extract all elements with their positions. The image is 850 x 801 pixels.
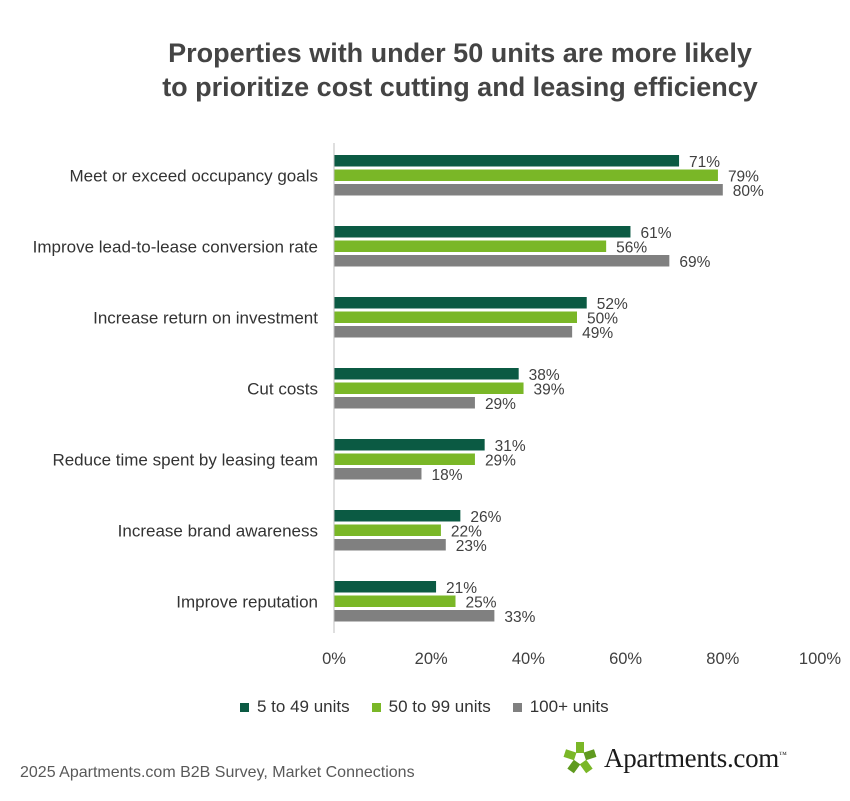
bar-1 bbox=[334, 155, 680, 167]
bar-value-label: 38% bbox=[529, 367, 560, 384]
bar-2 bbox=[334, 524, 441, 536]
category-label: Improve lead-to-lease conversion rate bbox=[33, 237, 318, 256]
bar-value-label: 56% bbox=[616, 239, 647, 256]
legend-label-50-to-99: 50 to 99 units bbox=[388, 697, 491, 716]
chart-title-line-1: Properties with under 50 units are more … bbox=[168, 38, 752, 68]
bar-1 bbox=[334, 368, 519, 380]
apartments-logo: Apartments.com™ bbox=[562, 740, 787, 776]
bar-value-label: 26% bbox=[470, 509, 501, 526]
category-label: Meet or exceed occupancy goals bbox=[69, 166, 318, 185]
legend-swatch-5-to-49 bbox=[240, 702, 249, 712]
bar-value-label: 61% bbox=[640, 225, 671, 242]
x-tick-label: 60% bbox=[609, 650, 642, 668]
bar-3 bbox=[334, 468, 422, 480]
bar-value-label: 50% bbox=[587, 310, 618, 327]
bar-value-label: 23% bbox=[456, 538, 487, 555]
bar-3 bbox=[334, 255, 670, 267]
bar-value-label: 25% bbox=[466, 594, 497, 611]
legend-item-50-to-99: 50 to 99 units bbox=[371, 697, 491, 717]
x-tick-label: 80% bbox=[706, 650, 739, 668]
category-label: Reduce time spent by leasing team bbox=[52, 450, 318, 469]
legend-swatch-50-to-99 bbox=[371, 702, 381, 712]
bar-3 bbox=[334, 397, 475, 409]
bar-3 bbox=[334, 539, 446, 551]
bar-2 bbox=[334, 382, 524, 394]
bar-value-label: 22% bbox=[451, 523, 482, 540]
legend-label-5-to-49: 5 to 49 units bbox=[257, 697, 350, 716]
legend-item-5-to-49: 5 to 49 units bbox=[240, 697, 350, 717]
bar-value-label: 39% bbox=[534, 381, 565, 398]
chart-title-line-2: to prioritize cost cutting and leasing e… bbox=[162, 72, 758, 102]
x-tick-label: 20% bbox=[415, 650, 448, 668]
category-label: Increase brand awareness bbox=[118, 521, 318, 540]
bar-chart: Meet or exceed occupancy goals71%79%80%I… bbox=[33, 143, 842, 668]
apartments-logo-icon bbox=[563, 742, 597, 774]
bar-1 bbox=[334, 581, 437, 593]
category-label: Increase return on investment bbox=[93, 308, 318, 327]
bar-value-label: 29% bbox=[485, 396, 516, 413]
bar-value-label: 31% bbox=[495, 438, 526, 455]
legend-item-100-plus: 100+ units bbox=[512, 697, 609, 717]
bar-value-label: 33% bbox=[504, 609, 535, 626]
bar-1 bbox=[334, 226, 631, 238]
bar-value-label: 29% bbox=[485, 452, 516, 469]
legend-swatch-100-plus bbox=[512, 702, 522, 712]
bar-value-label: 79% bbox=[728, 168, 759, 185]
bar-3 bbox=[334, 610, 495, 622]
x-tick-label: 40% bbox=[512, 650, 545, 668]
bar-1 bbox=[334, 510, 461, 522]
bar-value-label: 71% bbox=[689, 154, 720, 171]
x-tick-label: 0% bbox=[322, 650, 346, 668]
bar-2 bbox=[334, 453, 475, 465]
bar-value-label: 52% bbox=[597, 296, 628, 313]
bar-value-label: 80% bbox=[733, 183, 764, 200]
bar-2 bbox=[334, 311, 577, 323]
bar-value-label: 21% bbox=[446, 580, 477, 597]
chart-legend: 5 to 49 units 50 to 99 units 100+ units bbox=[240, 697, 609, 717]
apartments-logo-text: Apartments.com™ bbox=[604, 742, 787, 773]
bar-2 bbox=[334, 240, 607, 252]
bar-value-label: 18% bbox=[431, 467, 462, 484]
chart-title: Properties with under 50 units are more … bbox=[0, 36, 850, 104]
category-label: Cut costs bbox=[247, 379, 318, 398]
bar-2 bbox=[334, 595, 456, 607]
bar-2 bbox=[334, 169, 718, 181]
category-label: Improve reputation bbox=[176, 592, 318, 611]
bar-3 bbox=[334, 184, 723, 196]
x-tick-label: 100% bbox=[799, 650, 842, 668]
source-note: 2025 Apartments.com B2B Survey, Market C… bbox=[20, 764, 415, 781]
bar-1 bbox=[334, 439, 485, 451]
legend-label-100-plus: 100+ units bbox=[529, 697, 609, 716]
bar-1 bbox=[334, 297, 587, 309]
bar-3 bbox=[334, 326, 573, 338]
bar-value-label: 49% bbox=[582, 325, 613, 342]
bar-value-label: 69% bbox=[679, 254, 710, 271]
